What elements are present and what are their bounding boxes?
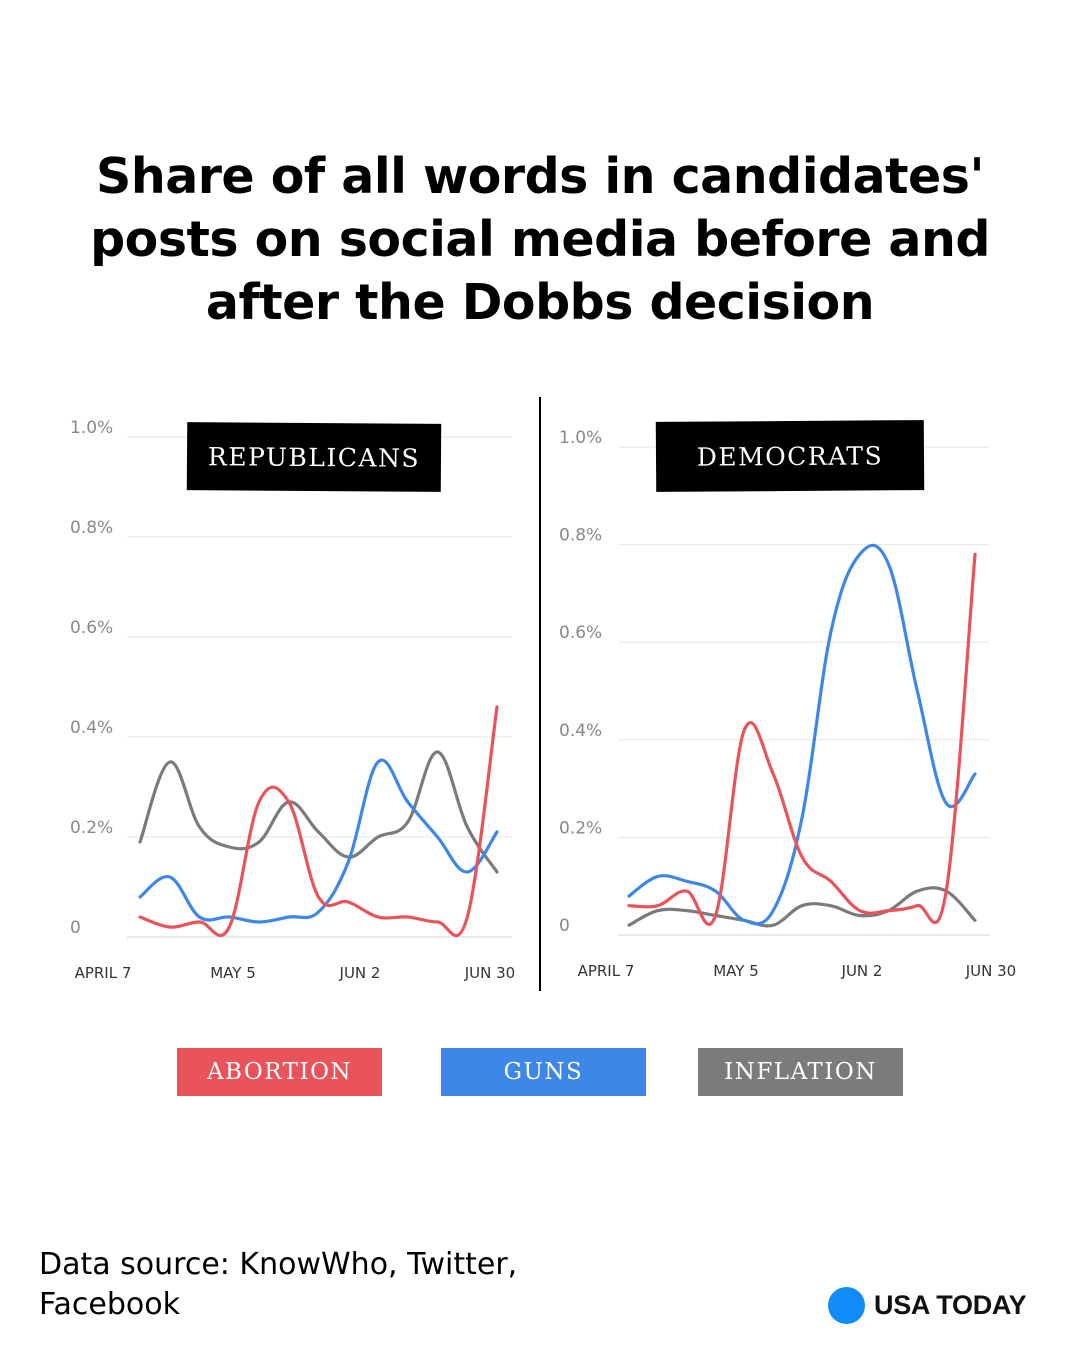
- rep-y-tick-label: 0: [70, 918, 81, 938]
- usa-today-logo: USA TODAY: [828, 1285, 1027, 1325]
- republicans-panel-label: REPUBLICANS: [186, 422, 442, 492]
- dem-y-tick-label: 0.8%: [559, 526, 602, 546]
- rep-x-tick-label: APRIL 7: [75, 964, 132, 982]
- dem-x-tick-label: JUN 30: [965, 962, 1016, 980]
- dem-series-abortion: [627, 552, 977, 926]
- dem-series-inflation: [627, 886, 977, 928]
- dem-x-tick-label: APRIL 7: [578, 962, 635, 980]
- chart-title: Share of all words in candidates' posts …: [90, 148, 990, 331]
- panel-divider: [539, 397, 541, 991]
- democrats-panel-label: DEMOCRATS: [655, 420, 925, 492]
- dem-x-tick-label: MAY 5: [713, 962, 759, 980]
- dem-series-guns: [627, 543, 977, 926]
- brand-dot-icon: [828, 1286, 865, 1324]
- rep-series-guns: [138, 758, 499, 924]
- dem-y-tick-label: 0.2%: [559, 818, 602, 838]
- rep-x-tick-label: MAY 5: [210, 964, 256, 982]
- rep-series-inflation: [138, 750, 499, 874]
- rep-y-tick-label: 0.8%: [70, 518, 113, 538]
- dem-y-tick-label: 0.6%: [559, 623, 602, 643]
- dem-y-tick-label: 0.4%: [559, 721, 602, 741]
- rep-x-tick-label: JUN 30: [464, 964, 515, 982]
- legend-guns: GUNS: [441, 1048, 646, 1096]
- dem-x-tick-label: JUN 2: [841, 962, 883, 980]
- rep-series-abortion: [138, 705, 499, 938]
- dem-y-tick-label: 0: [559, 916, 570, 936]
- rep-x-tick-label: JUN 2: [339, 964, 381, 982]
- dem-y-tick-label: 1.0%: [559, 428, 602, 448]
- brand-name: USA TODAY: [874, 1289, 1027, 1320]
- rep-y-tick-label: 0.6%: [70, 618, 113, 638]
- rep-y-tick-label: 0.2%: [70, 818, 113, 838]
- legend-abortion: ABORTION: [177, 1048, 382, 1096]
- data-source-note: Data source: KnowWho, Twitter, Facebook: [39, 1247, 518, 1322]
- rep-y-tick-label: 0.4%: [70, 718, 113, 738]
- legend-inflation: INFLATION: [698, 1048, 903, 1096]
- rep-y-tick-label: 1.0%: [70, 418, 113, 438]
